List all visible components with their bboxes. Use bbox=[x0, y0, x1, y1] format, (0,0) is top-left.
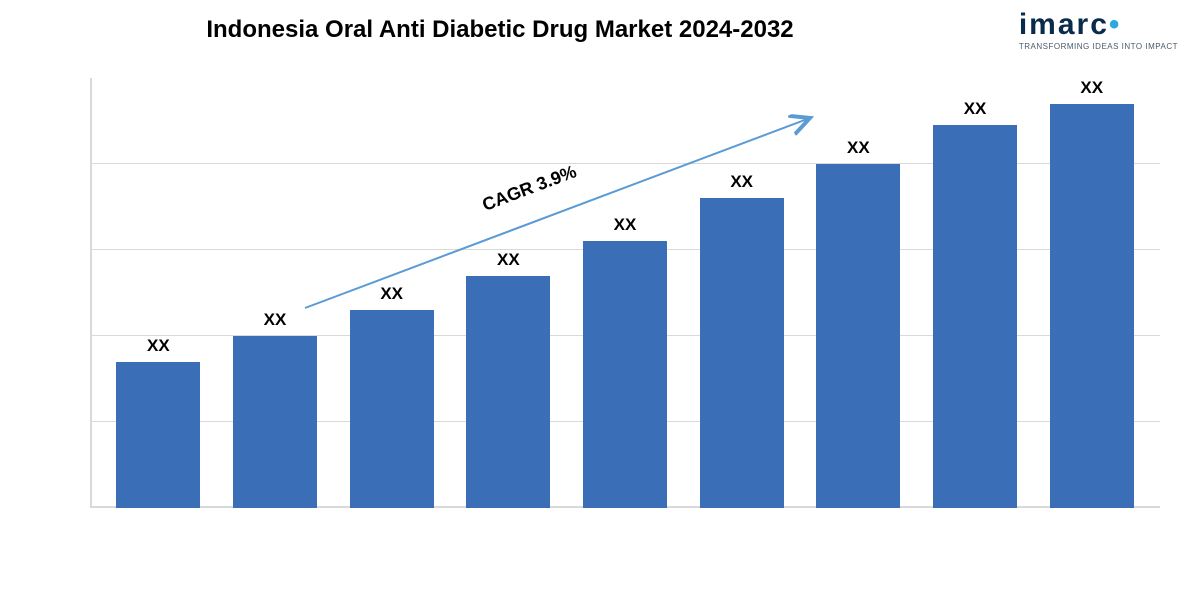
bar bbox=[816, 164, 900, 508]
logo-dot-icon: • bbox=[1109, 8, 1122, 41]
bar bbox=[466, 276, 550, 508]
bar-value-label: XX bbox=[380, 284, 403, 304]
bar bbox=[116, 362, 200, 508]
bar-value-label: XX bbox=[730, 172, 753, 192]
bar-slot: XX bbox=[333, 78, 450, 508]
bar-slot: XX bbox=[450, 78, 567, 508]
bar-slot: XX bbox=[567, 78, 684, 508]
brand-logo: imarc• TRANSFORMING IDEAS INTO IMPACT bbox=[1019, 10, 1178, 51]
bar-slot: XX bbox=[800, 78, 917, 508]
bar-slot: XX bbox=[683, 78, 800, 508]
bar-value-label: XX bbox=[264, 310, 287, 330]
logo-text: imarc bbox=[1019, 8, 1109, 41]
bar bbox=[583, 241, 667, 508]
chart-title: Indonesia Oral Anti Diabetic Drug Market… bbox=[0, 16, 1000, 44]
bar bbox=[1050, 104, 1134, 508]
bar-series: XX XX XX XX XX XX XX XX XX bbox=[90, 78, 1160, 508]
logo-wordmark: imarc• bbox=[1019, 10, 1178, 40]
bar-value-label: XX bbox=[147, 336, 170, 356]
bar-slot: XX bbox=[217, 78, 334, 508]
bar-value-label: XX bbox=[847, 138, 870, 158]
bar-value-label: XX bbox=[1080, 78, 1103, 98]
bar-value-label: XX bbox=[964, 99, 987, 119]
bar bbox=[350, 310, 434, 508]
bar-slot: XX bbox=[100, 78, 217, 508]
bar bbox=[933, 125, 1017, 508]
logo-tagline: TRANSFORMING IDEAS INTO IMPACT bbox=[1019, 42, 1178, 51]
bar-value-label: XX bbox=[497, 250, 520, 270]
bar-slot: XX bbox=[917, 78, 1034, 508]
bar bbox=[233, 336, 317, 508]
bar-value-label: XX bbox=[614, 215, 637, 235]
chart-plot-area: CAGR 3.9% XXXXXXXXXXXXXXXXXX bbox=[90, 78, 1160, 548]
bar bbox=[700, 198, 784, 508]
bar-slot: XX bbox=[1033, 78, 1150, 508]
